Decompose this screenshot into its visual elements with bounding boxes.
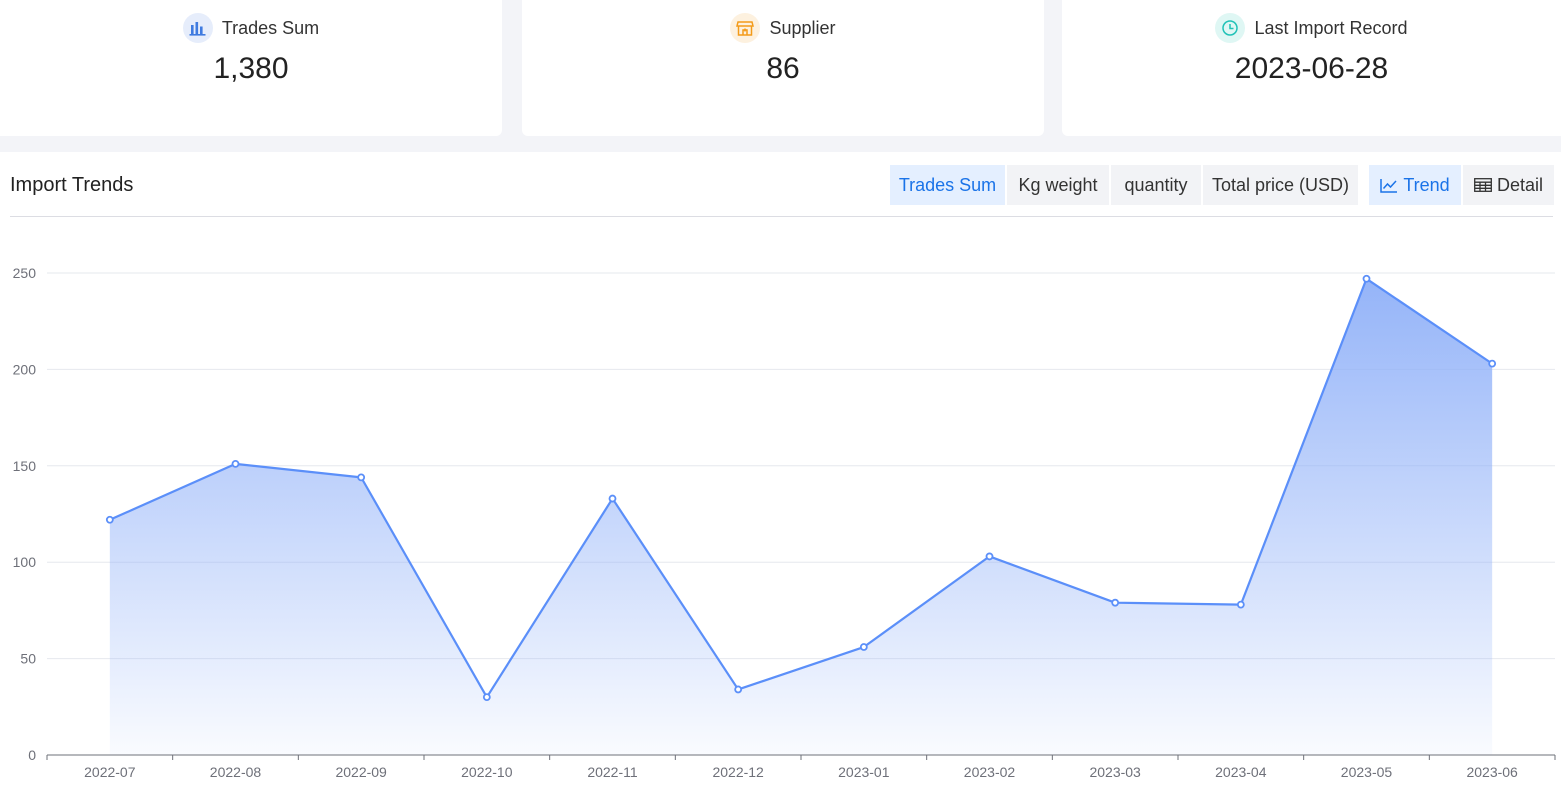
- y-tick-label: 0: [28, 747, 36, 763]
- line-chart-icon: [1380, 178, 1398, 193]
- data-point: [482, 693, 491, 702]
- table-icon: [1474, 178, 1492, 192]
- data-point: [734, 685, 743, 694]
- y-tick-label: 100: [13, 554, 37, 570]
- y-tick-label: 50: [20, 651, 36, 667]
- trend-view-button[interactable]: Trend: [1369, 165, 1461, 205]
- y-tick-label: 150: [13, 458, 37, 474]
- x-tick-label: 2022-08: [210, 764, 262, 780]
- x-tick-label: 2023-04: [1215, 764, 1267, 780]
- tab-kg-weight[interactable]: Kg weight: [1005, 165, 1109, 205]
- x-tick-label: 2023-02: [964, 764, 1016, 780]
- x-tick-label: 2023-05: [1341, 764, 1393, 780]
- x-tick-label: 2023-03: [1089, 764, 1141, 780]
- data-point: [105, 515, 114, 524]
- clock-icon: [1215, 13, 1246, 43]
- bar-chart-icon: [182, 13, 213, 43]
- y-tick-label: 200: [13, 361, 37, 377]
- store-icon: [730, 13, 761, 43]
- import-trends-panel: Import Trends Trades Sum Kg weight quant…: [0, 152, 1561, 795]
- summary-stats: Trades Sum 1,380 Supplier 86: [0, 0, 1561, 152]
- stat-label: Trades Sum: [221, 17, 320, 38]
- view-selector: Trend Detail: [1369, 165, 1554, 205]
- data-point: [1236, 600, 1245, 609]
- stat-value: 86: [766, 52, 800, 85]
- stat-card-last-import: Last Import Record 2023-06-28: [1062, 0, 1561, 136]
- data-point: [357, 473, 366, 482]
- data-point: [985, 552, 994, 561]
- x-tick-label: 2023-06: [1466, 764, 1518, 780]
- x-tick-label: 2022-09: [335, 764, 387, 780]
- x-tick-label: 2023-01: [838, 764, 890, 780]
- series-line: [109, 277, 1493, 699]
- stat-value: 2023-06-28: [1234, 52, 1389, 85]
- stat-card-supplier: Supplier 86: [522, 0, 1044, 136]
- data-point: [608, 494, 617, 503]
- panel-divider: [10, 216, 1553, 217]
- stat-card-trades-sum: Trades Sum 1,380: [0, 0, 502, 136]
- data-point: [1111, 598, 1120, 607]
- y-tick-label: 250: [13, 265, 37, 281]
- data-point: [231, 459, 240, 468]
- tab-total-price[interactable]: Total price (USD): [1201, 165, 1358, 205]
- x-tick-label: 2022-11: [587, 764, 638, 780]
- stat-value: 1,380: [213, 52, 289, 85]
- trend-view-label: Trend: [1403, 174, 1450, 195]
- tab-trades-sum[interactable]: Trades Sum: [890, 165, 1005, 205]
- area-fill: [109, 278, 1493, 755]
- x-tick-label: 2022-10: [461, 764, 513, 780]
- data-point: [859, 643, 868, 651]
- panel-title: Import Trends: [10, 174, 134, 196]
- data-point: [1362, 274, 1371, 283]
- import-trend-chart: 0 50 100 150 200 250 2022-07 2022-08 2022-09 2022…: [13, 265, 1556, 780]
- stat-label: Supplier: [769, 17, 836, 38]
- detail-view-label: Detail: [1496, 174, 1544, 195]
- metric-selector: Trades Sum Kg weight quantity Total pric…: [890, 165, 1358, 205]
- data-point: [1488, 359, 1497, 368]
- tab-quantity[interactable]: quantity: [1109, 165, 1201, 205]
- x-tick-label: 2022-07: [84, 764, 136, 780]
- detail-view-button[interactable]: Detail: [1461, 165, 1554, 205]
- stat-label: Last Import Record: [1254, 17, 1408, 38]
- x-tick-label: 2022-12: [712, 764, 764, 780]
